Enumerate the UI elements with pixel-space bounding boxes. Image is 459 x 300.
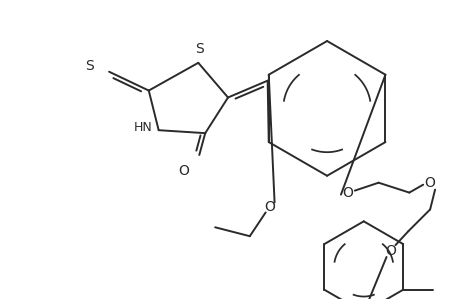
Text: O: O [178, 164, 189, 178]
Text: O: O [341, 186, 353, 200]
Text: S: S [195, 42, 203, 56]
Text: O: O [263, 200, 274, 214]
Text: S: S [85, 59, 94, 73]
Text: O: O [424, 176, 435, 190]
Text: HN: HN [133, 121, 152, 134]
Text: O: O [384, 244, 395, 258]
